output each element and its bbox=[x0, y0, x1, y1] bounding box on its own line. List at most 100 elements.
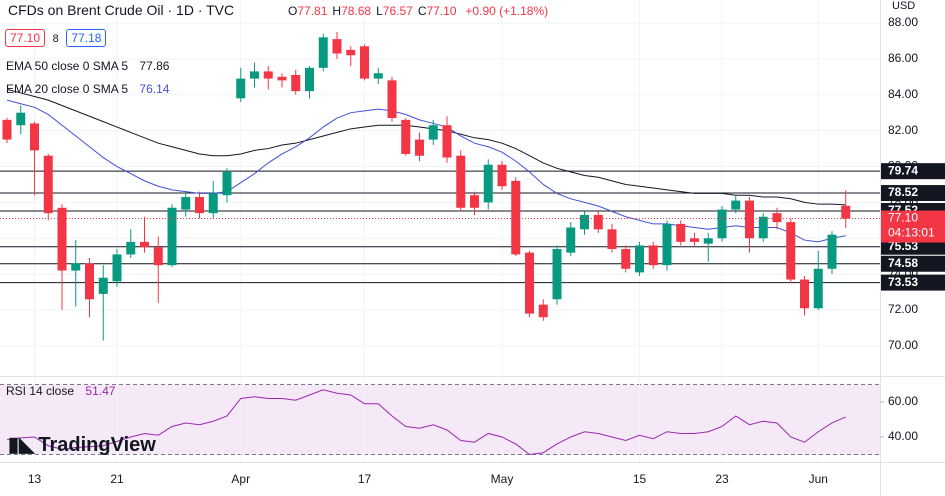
candle-body bbox=[497, 164, 507, 187]
candle-body bbox=[305, 67, 314, 92]
candle-body bbox=[71, 263, 81, 271]
candle-body bbox=[827, 234, 837, 269]
quote: O77.81 H78.68 L76.57 C77.10 bbox=[288, 4, 462, 18]
last-price-label: 77.10 bbox=[888, 211, 918, 225]
legend-value: 51.47 bbox=[85, 384, 116, 398]
x-tick-label: 23 bbox=[715, 472, 729, 486]
quote-value: 77.10 bbox=[426, 4, 457, 18]
level-label-bg bbox=[881, 274, 945, 291]
candle-body bbox=[167, 207, 177, 266]
y-tick-label: 84.00 bbox=[888, 87, 918, 101]
x-tick-label: Apr bbox=[231, 472, 250, 486]
candle-body bbox=[813, 268, 823, 309]
logo: ▮◣ TradingView bbox=[8, 434, 156, 456]
candle-body bbox=[731, 200, 741, 210]
candle-body bbox=[2, 119, 12, 140]
candle-body bbox=[580, 214, 589, 230]
candle-body bbox=[415, 139, 424, 156]
candle-body bbox=[387, 80, 397, 119]
candle-body bbox=[126, 241, 136, 255]
rsi-tick-label: 40.00 bbox=[888, 429, 918, 443]
legend-name: RSI 14 close bbox=[6, 384, 75, 398]
legend-value: 76.14 bbox=[139, 82, 170, 96]
candle-body bbox=[841, 205, 851, 219]
spread: 8 bbox=[52, 33, 59, 45]
candle-body bbox=[346, 49, 356, 56]
logo-text: TradingView bbox=[38, 434, 156, 456]
level-label-bg bbox=[881, 163, 945, 180]
trade-boxes: 77.10 8 77.18 bbox=[5, 29, 107, 47]
candle-body bbox=[676, 223, 686, 242]
candle-body bbox=[690, 238, 699, 242]
legend-name: EMA 20 close 0 SMA 5 bbox=[6, 82, 129, 96]
candle-body bbox=[483, 164, 493, 203]
y-tick-label: 72.00 bbox=[888, 302, 918, 316]
ema-line bbox=[6, 99, 846, 243]
candle-body bbox=[593, 214, 603, 230]
candle-body bbox=[181, 197, 191, 210]
level-label: 74.58 bbox=[888, 256, 918, 270]
y-tick-label: 86.00 bbox=[888, 51, 918, 65]
quote-key: L bbox=[376, 4, 383, 18]
x-tick-label: 13 bbox=[28, 472, 42, 486]
y-tick-label: 70.00 bbox=[888, 338, 918, 352]
quote-key: O bbox=[288, 4, 298, 18]
candle-body bbox=[800, 279, 809, 309]
legend-ema20: EMA 20 close 0 SMA 5 76.14 bbox=[6, 82, 169, 96]
candle-body bbox=[222, 171, 232, 196]
candle-body bbox=[717, 209, 727, 239]
rsi-line bbox=[6, 389, 846, 455]
candle-body bbox=[470, 195, 479, 208]
change: +0.90 (+1.18%) bbox=[465, 4, 549, 18]
y-tick-label: 88.00 bbox=[888, 15, 918, 29]
x-tick-label: Jun bbox=[809, 472, 828, 486]
quote-value: 77.81 bbox=[297, 4, 328, 18]
candle-body bbox=[195, 197, 204, 214]
x-tick-label: 17 bbox=[358, 472, 372, 486]
level-label-bg bbox=[881, 255, 945, 272]
ema-line bbox=[6, 88, 846, 206]
header: CFDs on Brent Crude Oil · 1D · TVC O77.8… bbox=[8, 2, 548, 18]
legend-ema50: EMA 50 close 0 SMA 5 77.86 bbox=[6, 59, 169, 73]
candle-body bbox=[552, 249, 562, 300]
candle-body bbox=[263, 71, 273, 79]
buy[interactable]: 77.18 bbox=[66, 29, 107, 47]
candle-body bbox=[662, 223, 672, 266]
candle-body bbox=[772, 213, 782, 223]
candle-body bbox=[525, 252, 534, 314]
candle-body bbox=[758, 216, 768, 239]
candle-body bbox=[250, 71, 259, 79]
quote-value: 76.57 bbox=[382, 4, 413, 18]
candle-body bbox=[85, 263, 94, 300]
candle-body bbox=[43, 155, 53, 214]
candle-body bbox=[635, 245, 644, 273]
candle-body bbox=[57, 207, 67, 271]
quote-value: 78.68 bbox=[341, 4, 372, 18]
candle-body bbox=[621, 249, 631, 269]
candle-body bbox=[442, 125, 452, 158]
level-label-bg bbox=[881, 238, 945, 255]
candle-body bbox=[318, 37, 328, 68]
countdown: 04:13:01 bbox=[888, 226, 935, 240]
legend-name: EMA 50 close 0 SMA 5 bbox=[6, 59, 129, 73]
sell[interactable]: 77.10 bbox=[5, 29, 46, 47]
candle-body bbox=[648, 245, 658, 266]
candle-body bbox=[153, 247, 163, 266]
candle-body bbox=[291, 75, 301, 92]
candle-body bbox=[401, 119, 411, 154]
currency: USD bbox=[892, 0, 916, 12]
candle-body bbox=[236, 78, 246, 99]
candle-body bbox=[607, 229, 617, 250]
candle-body bbox=[538, 304, 548, 318]
candle-body bbox=[30, 123, 39, 151]
x-tick-label: 15 bbox=[633, 472, 647, 486]
quote-key: H bbox=[332, 4, 342, 18]
candle-body bbox=[112, 254, 122, 282]
quote-key: C bbox=[417, 4, 427, 18]
chart-title: CFDs on Brent Crude Oil · 1D · TVC bbox=[8, 2, 235, 18]
candle-body bbox=[332, 39, 342, 54]
candle-body bbox=[511, 180, 521, 255]
last-price-bg bbox=[881, 210, 945, 243]
candle-body bbox=[745, 200, 754, 239]
